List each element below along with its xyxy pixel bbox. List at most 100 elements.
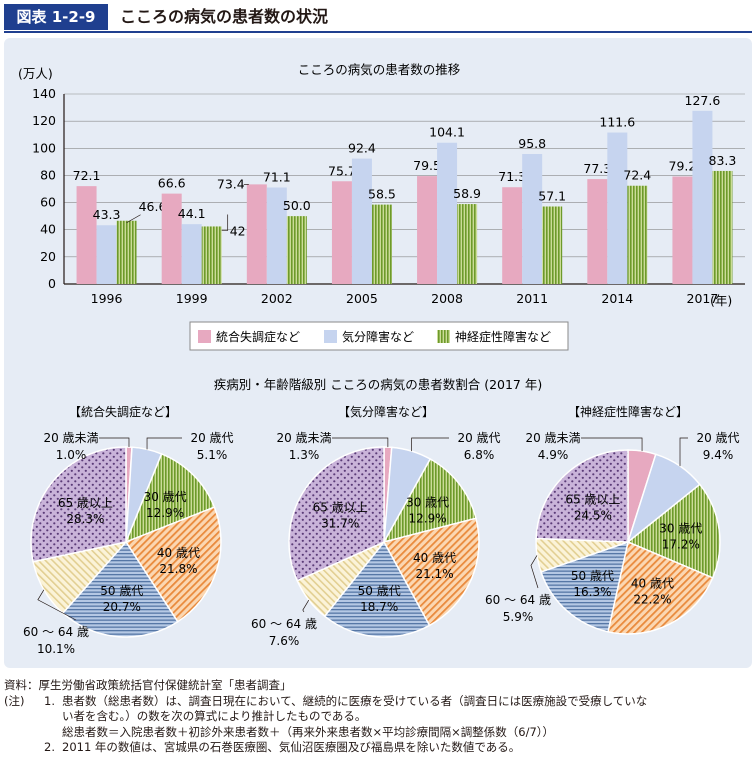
bar-schizophrenia <box>76 186 97 284</box>
pie-outline <box>535 449 721 635</box>
pie-label-50s: 50 歳代 <box>100 584 143 598</box>
pie-value-60-64: 7.6% <box>269 634 300 648</box>
charts-canvas: こころの病気の患者数の推移 (万人) (年) 0 20 40 60 80 100 120 14… <box>18 62 745 656</box>
y-tick-label: 80 <box>40 167 56 182</box>
pie-charts: 30 歳代 12.9% 40 歳代 21.8% 50 歳代 20.7% 65 歳以上 28.3… <box>23 431 740 656</box>
data-label: 83.3 <box>709 153 737 168</box>
x-tick-label: 2017 <box>687 291 719 306</box>
data-label: 72.4 <box>623 168 651 183</box>
data-label: 79.2 <box>669 159 697 174</box>
pie-value-65-over: 31.7% <box>321 517 359 531</box>
note-item-2: 2. 2011 年の数値は、宮城県の石巻医療圏、気仙沼医療圏及び福島県を除いた数… <box>4 740 752 756</box>
note-item-1: (注) 1. 患者数（総患者数）は、調査日現在において、継続的に医療を受けている… <box>4 694 752 741</box>
pie-label-65-over: 65 歳以上 <box>565 493 620 507</box>
pie-label-under-20: 20 歳未満 <box>276 431 331 445</box>
pie-leader-line <box>332 437 389 448</box>
pie-title-neurotic: 【神経症性障害など】 <box>568 404 688 419</box>
bar-neurotic <box>201 226 222 284</box>
pie-leader-line <box>146 437 182 450</box>
pie-2: 30 歳代 17.2% 40 歳代 22.2% 50 歳代 16.3% 65 歳以上 24.5… <box>485 431 740 635</box>
pie-value-under-20: 1.3% <box>289 448 320 462</box>
x-tick-label: 2002 <box>261 291 293 306</box>
data-label: 46.6 <box>139 199 167 214</box>
bar-schizophrenia <box>587 179 608 284</box>
data-label: 72.1 <box>73 168 101 183</box>
data-label: 66.6 <box>158 176 186 191</box>
pie-label-30s: 30 歳代 <box>659 522 702 536</box>
note-num-1: 1. <box>44 693 55 708</box>
header-rule <box>4 31 752 33</box>
bar-mood <box>692 110 713 284</box>
pie-outline <box>288 446 480 638</box>
pie-label-20s: 20 歳代 <box>696 431 739 445</box>
bar-schizophrenia <box>502 187 523 284</box>
pie-value-under-20: 4.9% <box>538 448 569 462</box>
bar-neurotic <box>712 170 733 284</box>
x-tick-label: 1999 <box>176 291 208 306</box>
bar-mood <box>522 153 543 284</box>
legend-label-neurotic: 神経症性障害など <box>455 329 551 344</box>
x-tick-label: 2005 <box>346 291 378 306</box>
pie-0: 30 歳代 12.9% 40 歳代 21.8% 50 歳代 20.7% 65 歳以上 28.3… <box>23 431 234 656</box>
bar-legend: 統合失調症など 気分障害など 神経症性障害など <box>189 321 569 351</box>
pie-title-mood: 【気分障害など】 <box>338 404 434 419</box>
pie-value-60-64: 10.1% <box>37 642 75 656</box>
pie-label-40s: 40 歳代 <box>157 546 200 560</box>
pie-value-50s: 18.7% <box>360 600 398 614</box>
pie-leader-line <box>581 437 643 452</box>
pie-value-20s: 5.1% <box>197 448 228 462</box>
y-tick-label: 20 <box>40 249 56 264</box>
pie-label-20s: 20 歳代 <box>457 431 500 445</box>
pie-value-30s: 12.9% <box>409 511 447 525</box>
pie-outline <box>30 446 222 638</box>
pie-value-50s: 16.3% <box>573 585 611 599</box>
data-label: 57.1 <box>538 189 566 204</box>
data-label: 58.9 <box>453 186 481 201</box>
y-tick-label: 60 <box>40 195 56 210</box>
note-num-2: 2. <box>44 740 55 754</box>
data-label: 71.1 <box>263 170 291 185</box>
pie-leader-line <box>37 589 77 621</box>
figure-title: こころの病気の患者数の状況 <box>120 7 329 26</box>
pie-value-20s: 9.4% <box>703 448 734 462</box>
y-tick-label: 100 <box>32 140 56 155</box>
y-tick-label: 0 <box>48 276 56 291</box>
y-tick-label: 140 <box>32 86 56 101</box>
pie-leader-line <box>99 437 130 448</box>
data-label: 73.4 <box>217 176 245 191</box>
pie-label-60-64: 60 ～ 64 歳 <box>251 617 317 631</box>
pie-label-40s: 40 歳代 <box>631 576 674 590</box>
pie-label-20s: 20 歳代 <box>190 431 233 445</box>
pie-label-under-20: 20 歳未満 <box>43 431 98 445</box>
bar-schizophrenia <box>331 181 352 284</box>
data-label: 127.6 <box>685 93 721 108</box>
data-label: 79.5 <box>413 158 441 173</box>
pie-section-title: 疾病別・年齢階級別 こころの病気の患者数割合 (2017 年) <box>214 377 543 392</box>
notes: 資料： 厚生労働省政策統括官付保健統計室「患者調査」 (注) 1. 患者数（総患… <box>4 678 752 756</box>
x-tick-label: 1996 <box>91 291 123 306</box>
x-tick-label: 2008 <box>431 291 463 306</box>
pie-value-40s: 21.1% <box>415 567 453 581</box>
bar-mood <box>96 225 117 284</box>
bar-marks: 199672.143.346.6199966.644.142.4200273.4… <box>73 93 737 306</box>
pie-label-under-20: 20 歳未満 <box>525 431 580 445</box>
data-label-leader <box>221 214 229 231</box>
figure-label: 図表 1-2-9 <box>4 4 108 30</box>
pie-leader-line <box>679 437 688 467</box>
pie-value-30s: 17.2% <box>662 538 700 552</box>
pie-label-30s: 30 歳代 <box>144 490 187 504</box>
data-label: 58.5 <box>368 187 396 202</box>
pie-value-30s: 12.9% <box>146 506 184 520</box>
data-label-leader <box>126 214 141 224</box>
pie-label-50s: 50 歳代 <box>571 569 614 583</box>
note-head: (注) <box>4 693 25 708</box>
pie-leader-line <box>302 599 310 613</box>
bar-schizophrenia <box>672 176 693 284</box>
data-label: 77.3 <box>583 161 611 176</box>
pie-label-65-over: 65 歳以上 <box>58 496 113 510</box>
pie-leader-line <box>530 555 539 589</box>
note-1-line-1: 患者数（総患者数）は、調査日現在において、継続的に医療を受けている者（調査日には… <box>62 693 648 708</box>
pie-value-65-over: 24.5% <box>574 509 612 523</box>
bar-schizophrenia <box>246 184 267 284</box>
pie-leader-line <box>411 437 449 452</box>
